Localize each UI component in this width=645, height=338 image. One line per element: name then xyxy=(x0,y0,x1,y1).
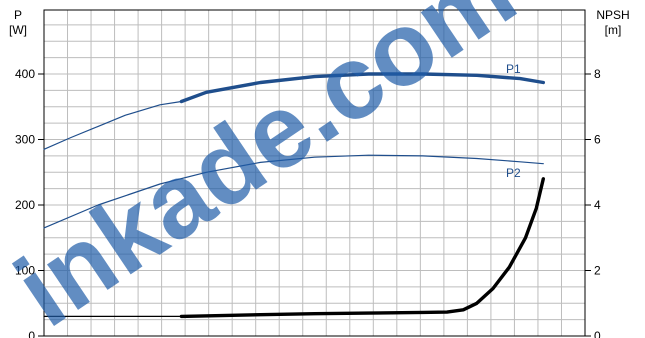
right-axis-ticks: 0 2 4 6 8 xyxy=(585,67,601,338)
grid-lines xyxy=(44,10,585,336)
right-tick-label: 8 xyxy=(594,67,601,81)
left-tick-label: 100 xyxy=(15,264,35,278)
left-axis-title-symbol: P xyxy=(14,8,22,22)
left-tick-label: 200 xyxy=(15,198,35,212)
series-line-p1-extended xyxy=(43,100,182,150)
right-axis-title-symbol: NPSH xyxy=(596,8,629,22)
series-line-p1-operating xyxy=(179,72,545,104)
left-axis-title-unit: [W] xyxy=(9,23,27,37)
series-label-p2: P2 xyxy=(506,166,521,180)
right-axis-title-unit: [m] xyxy=(605,23,622,37)
series-label-p1: P1 xyxy=(506,62,521,76)
right-tick-label: 4 xyxy=(594,198,601,212)
left-tick-label: 0 xyxy=(28,329,35,338)
right-tick-label: 0 xyxy=(594,329,601,338)
left-tick-label: 300 xyxy=(15,133,35,147)
series-layer xyxy=(43,72,545,319)
left-axis-ticks: 0 100 200 300 400 xyxy=(15,67,44,338)
series-line-npsh-operating xyxy=(179,177,545,319)
plot-frame xyxy=(43,9,586,337)
left-tick-label: 400 xyxy=(15,67,35,81)
right-tick-label: 2 xyxy=(594,264,601,278)
right-tick-label: 6 xyxy=(594,133,601,147)
series-line-p2-extended xyxy=(43,154,544,229)
